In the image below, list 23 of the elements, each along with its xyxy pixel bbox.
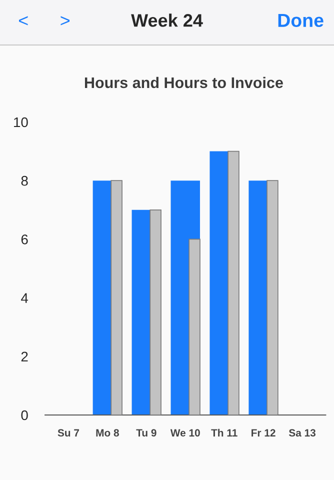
bar xyxy=(228,150,240,415)
text: > xyxy=(60,16,70,26)
x-tick-label: Su 7 xyxy=(58,429,80,437)
y-tick-label: 4 xyxy=(21,293,28,303)
text: < xyxy=(19,16,28,26)
text: Done xyxy=(278,14,324,28)
bar xyxy=(266,180,278,415)
bar xyxy=(150,209,162,415)
y-tick-label: 8 xyxy=(21,176,28,186)
x-tick-label: Th 11 xyxy=(211,428,238,436)
bar xyxy=(188,238,200,415)
x-tick-label: Tu 9 xyxy=(136,429,156,437)
y-tick-label: 10 xyxy=(14,117,28,128)
x-tick-label: Sa 13 xyxy=(288,429,316,437)
x-tick-label: Mo 8 xyxy=(96,429,119,437)
chart-title: Week 24 xyxy=(131,14,203,27)
y-tick-label: 0 xyxy=(21,410,28,420)
bar xyxy=(110,180,122,415)
x-tick-label: We 10 xyxy=(170,429,200,437)
y-tick-label: 2 xyxy=(21,352,28,362)
y-tick-label: 6 xyxy=(21,234,28,244)
x-tick-label: Fr 12 xyxy=(252,429,276,436)
chart-subtitle: Hours and Hours to Invoice xyxy=(84,76,283,88)
